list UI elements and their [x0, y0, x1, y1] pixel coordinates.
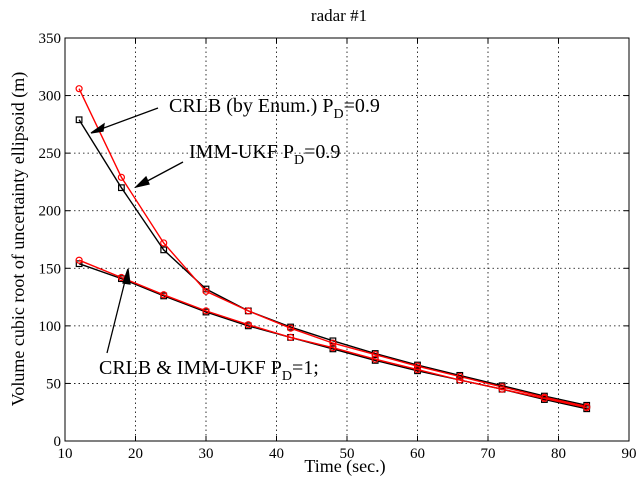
annotation-crlb-pd09-main: CRLB (by Enum.) P	[169, 95, 333, 117]
data-point	[244, 321, 252, 329]
x-ticks: 10 20 30 40 50 60 70 80 90	[58, 38, 637, 462]
series-4	[75, 256, 591, 412]
x-tick-label: 20	[128, 446, 143, 462]
x-tick-label: 90	[622, 446, 637, 462]
x-tick-label: 10	[58, 446, 73, 462]
annotation-pd1: CRLB & IMM-UKF PD=1;	[99, 357, 319, 384]
data-point	[75, 116, 83, 124]
data-point	[287, 324, 295, 332]
annotation-pd1-sub: D	[282, 369, 292, 384]
arrow-pd1	[106, 272, 128, 354]
series-line	[78, 259, 587, 409]
data-point	[371, 355, 379, 363]
annotation-immukf-pd09-main: IMM-UKF P	[189, 141, 294, 163]
arrowhead-immukf-pd09	[133, 175, 150, 189]
data-point	[117, 184, 125, 192]
annotation-crlb-pd09-tail: =0.9	[344, 95, 380, 117]
annotation-crlb-pd09: CRLB (by Enum.) PD=0.9	[169, 95, 380, 122]
x-tick-label: 40	[269, 446, 284, 462]
data-point	[456, 376, 464, 384]
annotation-immukf-pd09: IMM-UKF PD=0.9	[189, 141, 340, 168]
data-point	[498, 385, 506, 393]
data-point	[287, 333, 295, 341]
x-tick-label: 30	[199, 446, 214, 462]
data-point	[583, 404, 591, 412]
x-tick-label: 70	[481, 446, 496, 462]
series-layer	[75, 85, 591, 413]
annotation-arrows	[90, 107, 184, 354]
data-point	[75, 256, 83, 264]
annotation-immukf-pd09-tail: =0.9	[304, 141, 340, 163]
data-point	[244, 307, 252, 315]
x-tick-label: 50	[340, 446, 355, 462]
y-tick-label: 100	[39, 319, 62, 335]
annotation-pd1-tail: =1;	[292, 357, 319, 379]
x-axis-label: Time (sec.)	[304, 456, 385, 477]
data-point	[160, 239, 168, 247]
data-point	[160, 246, 168, 254]
x-tick-label: 60	[410, 446, 425, 462]
data-point	[75, 85, 83, 93]
y-ticks: 0 50 100 150 200 250 300 350	[39, 31, 629, 450]
y-tick-label: 50	[46, 376, 61, 392]
data-point	[117, 173, 126, 181]
annotation-crlb-pd09-sub: D	[333, 107, 343, 122]
series-line	[78, 263, 587, 410]
y-tick-label: 300	[39, 89, 62, 105]
y-tick-label: 0	[54, 434, 62, 450]
data-point	[202, 287, 210, 295]
data-point	[413, 366, 422, 374]
annotation-pd1-main: CRLB & IMM-UKF P	[99, 357, 282, 379]
arrowhead-pd1	[122, 268, 131, 285]
y-tick-label: 250	[39, 146, 62, 162]
annotation-immukf-pd09-sub: D	[294, 153, 304, 168]
data-point	[160, 291, 168, 299]
y-tick-label: 350	[39, 31, 62, 47]
chart-title: radar #1	[311, 6, 367, 25]
x-tick-label: 80	[551, 446, 566, 462]
y-tick-label: 150	[39, 261, 62, 277]
y-tick-label: 200	[39, 204, 62, 220]
arrowhead-crlb-pd09	[90, 122, 105, 134]
y-axis-label: Volume cubic root of uncertainty ellipso…	[8, 72, 29, 407]
data-point	[329, 344, 337, 352]
data-point	[202, 307, 210, 315]
data-point	[540, 394, 549, 402]
